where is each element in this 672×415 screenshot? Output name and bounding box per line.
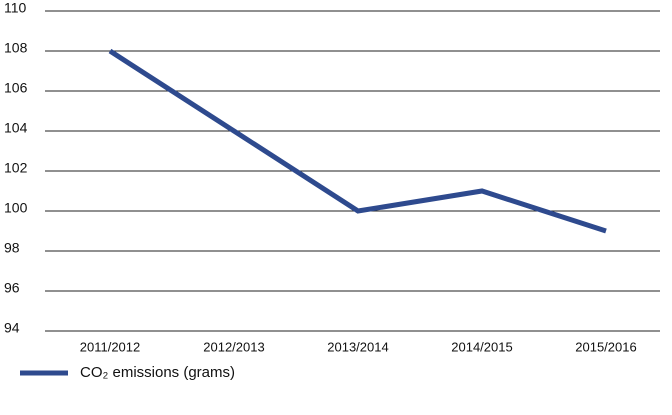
x-tick-label: 2014/2015 bbox=[451, 339, 512, 354]
y-tick-label: 98 bbox=[4, 240, 20, 256]
y-tick-label: 104 bbox=[4, 120, 28, 136]
y-tick-label: 100 bbox=[4, 200, 28, 216]
y-tick-label: 110 bbox=[4, 0, 27, 16]
y-tick-label: 108 bbox=[4, 40, 28, 56]
x-tick-label: 2011/2012 bbox=[80, 339, 141, 354]
x-tick-label: 2013/2014 bbox=[327, 339, 388, 354]
y-tick-label: 102 bbox=[4, 160, 28, 176]
x-tick-label: 2012/2013 bbox=[203, 339, 264, 354]
y-tick-label: 106 bbox=[4, 80, 28, 96]
y-tick-label: 96 bbox=[4, 280, 20, 296]
data-line bbox=[108, 48, 607, 234]
legend-label: CO₂ emissions (grams) bbox=[80, 364, 235, 381]
y-tick-label: 94 bbox=[4, 320, 20, 336]
x-tick-label: 2015/2016 bbox=[575, 339, 636, 354]
